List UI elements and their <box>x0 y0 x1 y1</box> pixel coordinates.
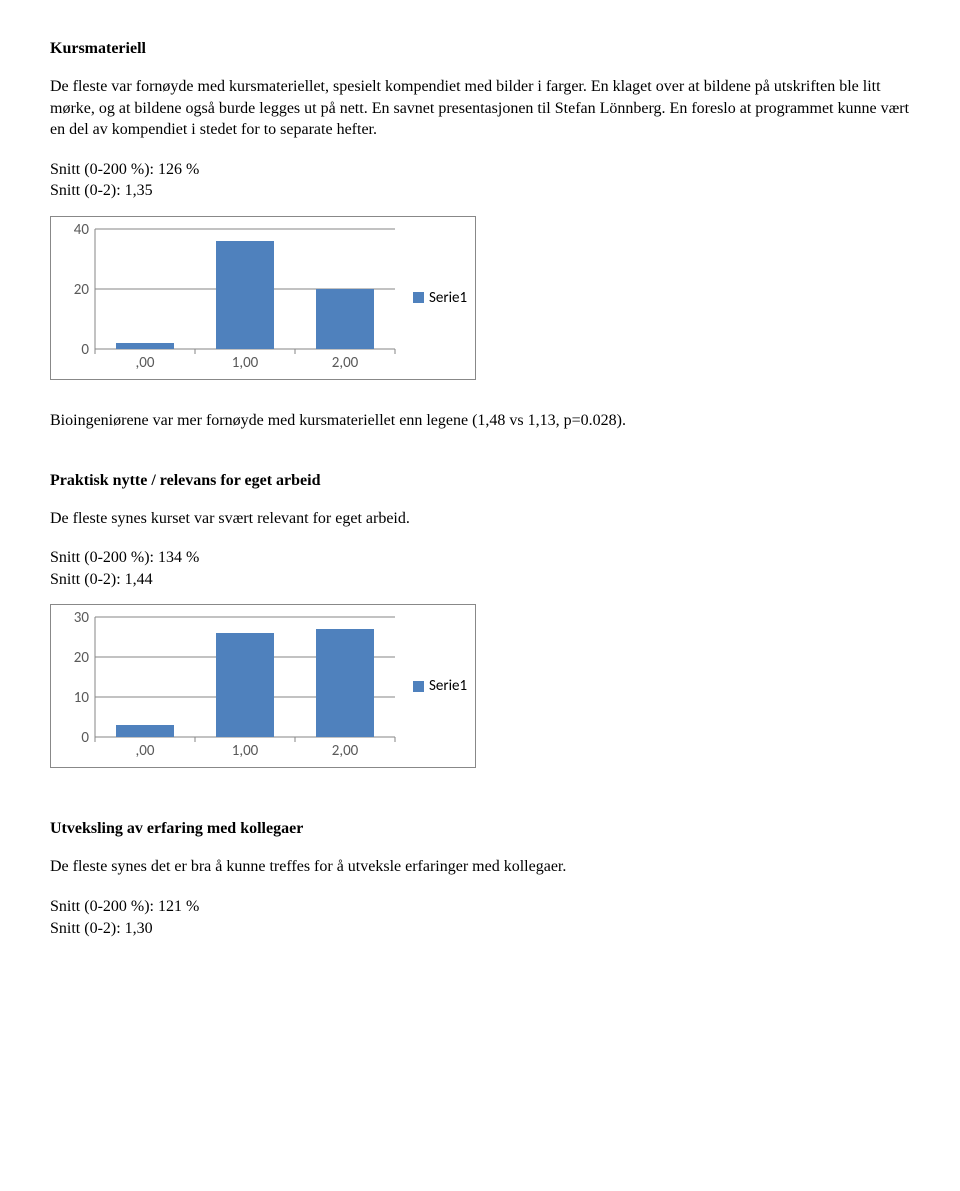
section2-stats: Snitt (0-200 %): 134 % Snitt (0-2): 1,44 <box>50 547 910 590</box>
svg-text:,00: ,00 <box>136 354 155 372</box>
svg-text:0: 0 <box>81 729 89 747</box>
svg-text:30: 30 <box>74 611 90 627</box>
chart-1: 0 20 40 ,00 1,00 2,00 Serie1 <box>50 216 476 380</box>
section2-paragraph: De fleste synes kurset var svært relevan… <box>50 508 910 530</box>
section2-heading: Praktisk nytte / relevans for eget arbei… <box>50 472 910 490</box>
section2-stat1: Snitt (0-200 %): 134 % <box>50 549 199 566</box>
section1-paragraph: De fleste var fornøyde med kursmateriell… <box>50 76 910 141</box>
svg-text:,00: ,00 <box>136 742 155 760</box>
section3-stat1: Snitt (0-200 %): 121 % <box>50 898 199 915</box>
svg-text:40: 40 <box>74 223 90 239</box>
chart-1-legend: Serie1 <box>413 289 467 307</box>
section3-stat2: Snitt (0-2): 1,30 <box>50 920 153 937</box>
svg-text:20: 20 <box>74 281 90 299</box>
chart-2-legend-label: Serie1 <box>429 677 467 695</box>
section1-stat1: Snitt (0-200 %): 126 % <box>50 161 199 178</box>
svg-text:10: 10 <box>74 689 90 707</box>
section3-heading: Utveksling av erfaring med kollegaer <box>50 820 910 838</box>
section2-stat2: Snitt (0-2): 1,44 <box>50 571 153 588</box>
section1-after: Bioingeniørene var mer fornøyde med kurs… <box>50 410 910 432</box>
svg-text:2,00: 2,00 <box>332 742 359 760</box>
chart-1-legend-swatch <box>413 292 424 303</box>
svg-text:20: 20 <box>74 649 90 667</box>
svg-text:0: 0 <box>81 341 89 359</box>
svg-text:1,00: 1,00 <box>232 354 259 372</box>
chart-2: 0 10 20 30 ,00 1,00 2,00 Serie1 <box>50 604 476 768</box>
svg-text:1,00: 1,00 <box>232 742 259 760</box>
chart-1-svg: 0 20 40 ,00 1,00 2,00 <box>59 223 399 373</box>
section3-paragraph: De fleste synes det er bra å kunne treff… <box>50 856 910 878</box>
section1-stats: Snitt (0-200 %): 126 % Snitt (0-2): 1,35 <box>50 159 910 202</box>
section3-stats: Snitt (0-200 %): 121 % Snitt (0-2): 1,30 <box>50 896 910 939</box>
svg-text:2,00: 2,00 <box>332 354 359 372</box>
section1-heading: Kursmateriell <box>50 40 910 58</box>
chart-2-svg: 0 10 20 30 ,00 1,00 2,00 <box>59 611 399 761</box>
chart-2-legend: Serie1 <box>413 677 467 695</box>
section1-stat2: Snitt (0-2): 1,35 <box>50 182 153 199</box>
chart-2-legend-swatch <box>413 681 424 692</box>
chart-1-legend-label: Serie1 <box>429 289 467 307</box>
